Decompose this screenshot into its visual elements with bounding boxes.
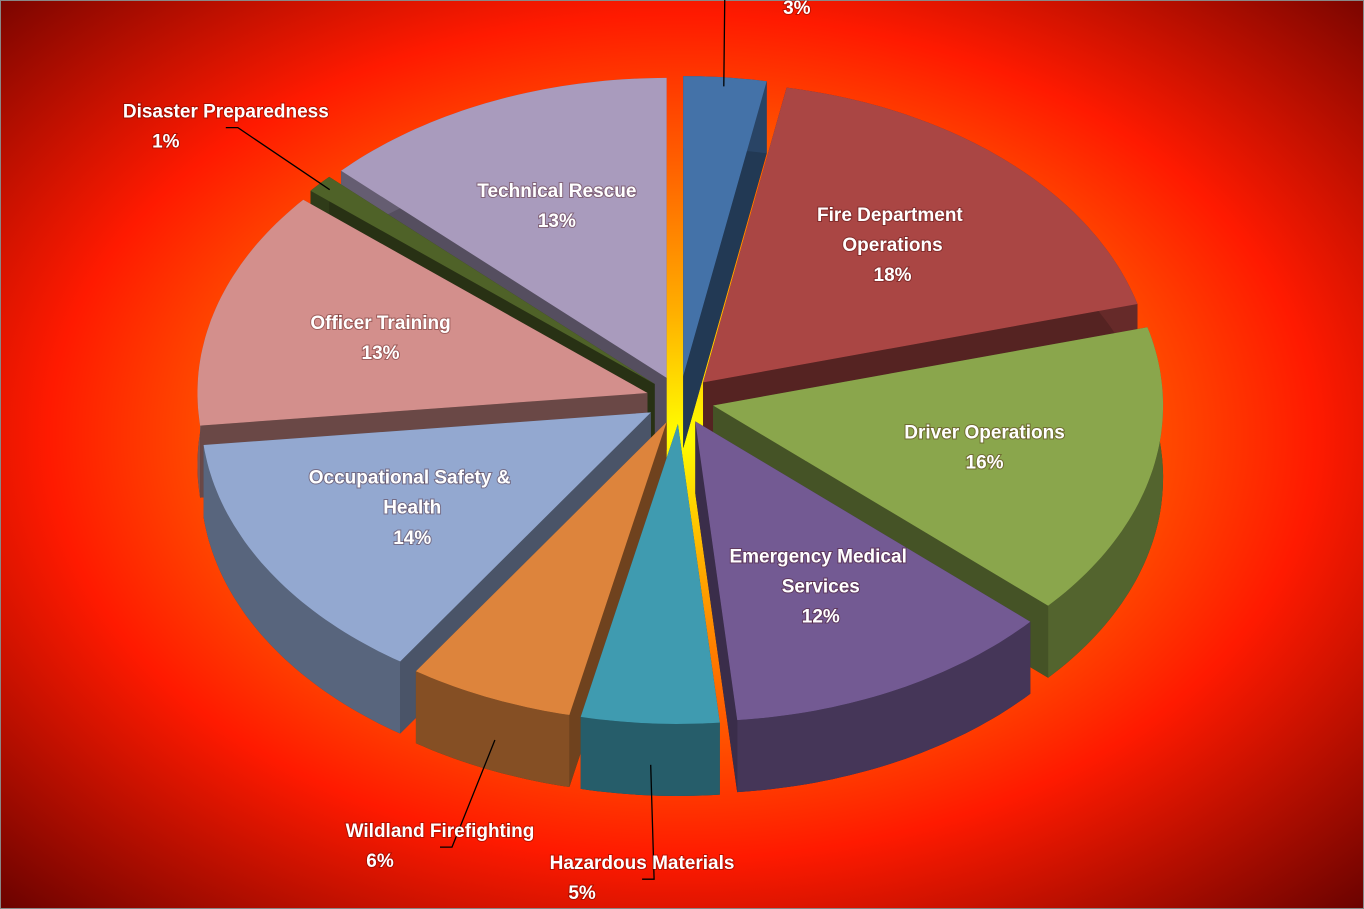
- slice-wall: [203, 445, 401, 734]
- slice: [683, 76, 767, 449]
- slice-wall: [737, 621, 1031, 793]
- slice-top: [683, 76, 767, 377]
- value-label: 6%: [366, 851, 394, 872]
- slice-top: [713, 327, 1164, 606]
- slice-label: Occupational Safety & Health: [309, 468, 516, 519]
- slice-top: [197, 199, 648, 426]
- slice-label: Fire Department Operations: [817, 205, 968, 256]
- leader-line: [225, 126, 331, 191]
- slice-top: [341, 77, 667, 378]
- slice: [580, 424, 720, 796]
- slice-top: [695, 421, 1031, 721]
- slice-label: Technical Rescue: [477, 181, 636, 202]
- slice-wall: [415, 671, 570, 787]
- value-label: 16%: [966, 453, 1004, 474]
- slice-top: [415, 422, 667, 715]
- slice-side: [683, 81, 767, 449]
- slice-label: Emergency Medical Services: [729, 547, 912, 598]
- slice-side: [695, 421, 738, 793]
- slice-top: [580, 424, 720, 724]
- value-label: 3%: [783, 0, 811, 19]
- slice-label: Officer Training: [310, 313, 450, 334]
- value-label: 18%: [874, 265, 912, 286]
- value-label: 5%: [568, 883, 596, 904]
- slice-label: Disaster Preparedness: [123, 102, 329, 123]
- value-label: 13%: [362, 343, 400, 364]
- slice-top: [310, 176, 655, 384]
- value-label: 1%: [152, 132, 180, 153]
- slice-label: Hazardous Materials: [550, 853, 735, 874]
- slice-top: [203, 412, 651, 662]
- value-label: 13%: [538, 211, 576, 232]
- leader-line: [723, 0, 726, 87]
- slice-wall: [1048, 327, 1164, 678]
- value-label: 12%: [802, 607, 840, 628]
- slice: [695, 421, 1031, 793]
- slice-label: Wildland Firefighting: [346, 821, 535, 842]
- leader-line: [642, 764, 655, 880]
- slice-wall: [580, 716, 720, 796]
- slice-label: Driver Operations: [904, 423, 1065, 444]
- leader-line: [440, 739, 496, 848]
- slice-top: [703, 87, 1138, 383]
- value-label: 14%: [393, 528, 431, 549]
